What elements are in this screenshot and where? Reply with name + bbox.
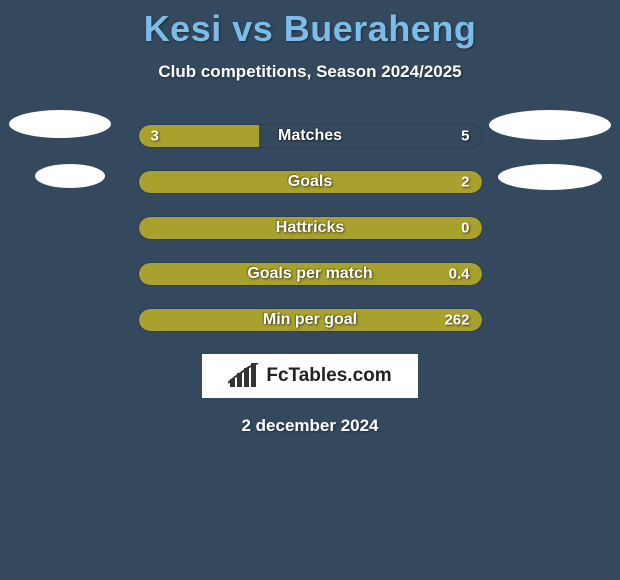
stat-row: Goals 2 — [138, 170, 483, 194]
stat-right-value: 262 — [444, 312, 469, 329]
stat-right-value: 0 — [461, 220, 469, 237]
date-label: 2 december 2024 — [0, 416, 620, 436]
stat-right-value: 5 — [461, 128, 469, 145]
stat-label: Goals per match — [247, 265, 372, 283]
stat-label: Goals — [288, 173, 332, 191]
right-player-shape — [489, 110, 611, 140]
left-player-shape — [9, 110, 111, 138]
page-title: Kesi vs Bueraheng — [0, 8, 620, 50]
stat-row: 3 Matches 5 — [138, 124, 483, 148]
stat-row: Min per goal 262 — [138, 308, 483, 332]
logo-text: FcTables.com — [266, 365, 391, 387]
right-player-shape — [498, 164, 602, 190]
stat-label: Min per goal — [263, 311, 357, 329]
chart-area: 3 Matches 5 Goals 2 Hattricks 0 Goals per match… — [0, 124, 620, 332]
subtitle: Club competitions, Season 2024/2025 — [0, 62, 620, 82]
left-player-shape — [35, 164, 105, 188]
stat-right-value: 2 — [461, 174, 469, 191]
stat-left-value: 3 — [151, 128, 159, 145]
stat-row: Goals per match 0.4 — [138, 262, 483, 286]
stat-right-value: 0.4 — [449, 266, 470, 283]
bars-icon — [228, 363, 262, 389]
stat-row: Hattricks 0 — [138, 216, 483, 240]
stat-label: Matches — [278, 127, 342, 145]
stat-label: Hattricks — [276, 219, 344, 237]
logo-box: FcTables.com — [202, 354, 418, 398]
comparison-card: Kesi vs Bueraheng Club competitions, Sea… — [0, 0, 620, 436]
